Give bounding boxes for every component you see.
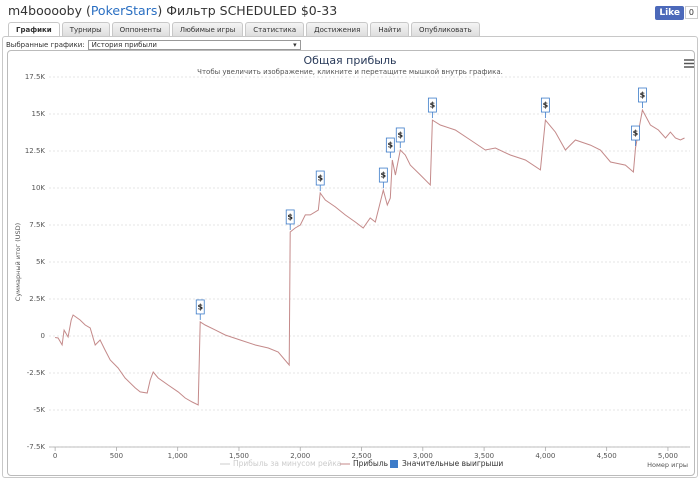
site-link[interactable]: PokerStars bbox=[90, 3, 158, 18]
legend-label: Значительные выигрыши bbox=[402, 459, 503, 468]
flag-box bbox=[395, 127, 405, 143]
x-tick-label: 2,500 bbox=[352, 452, 372, 460]
flag[interactable]: $ bbox=[638, 87, 647, 109]
header: m4booooby (PokerStars) Фильтр SCHEDULED … bbox=[8, 3, 337, 18]
selector-label: Выбранные графики: bbox=[6, 41, 85, 49]
legend-label: Прибыль за минусом рейка bbox=[233, 459, 341, 468]
flag[interactable]: $ bbox=[285, 209, 295, 230]
tab[interactable]: Достижения bbox=[306, 22, 369, 37]
flag[interactable]: $ bbox=[385, 137, 395, 159]
flag-box bbox=[285, 209, 295, 225]
flag[interactable]: $ bbox=[195, 299, 205, 320]
flag-label: $ bbox=[317, 174, 323, 183]
y-tick-label: 7.5K bbox=[29, 221, 45, 229]
y-tick-label: 2.5K bbox=[29, 295, 45, 303]
flag-label: $ bbox=[381, 171, 387, 180]
filter: ) Фильтр SCHEDULED $0-33 bbox=[157, 3, 338, 18]
flag-box bbox=[540, 97, 550, 113]
tab[interactable]: Любимые игры bbox=[171, 22, 244, 37]
flag-box bbox=[195, 299, 205, 315]
legend-label: Прибыль bbox=[353, 459, 388, 468]
arrow: ▾ bbox=[293, 41, 297, 49]
flag-label: $ bbox=[633, 129, 639, 138]
tab[interactable]: Графики bbox=[8, 22, 60, 37]
flag[interactable]: $ bbox=[631, 125, 640, 147]
tab[interactable]: Статистика bbox=[245, 22, 305, 37]
legend-item[interactable]: Значительные выигрыши bbox=[390, 459, 503, 468]
y-tick-label: -7.5K bbox=[27, 443, 46, 451]
x-tick-label: 2,000 bbox=[290, 452, 310, 460]
flag-label: $ bbox=[197, 302, 203, 311]
flag-label: $ bbox=[397, 130, 403, 139]
y-axis-title: Суммарный итог (USD) bbox=[14, 223, 22, 301]
x-tick-label: 4,500 bbox=[597, 452, 617, 460]
x-tick-label: 500 bbox=[110, 452, 123, 460]
select-value: История прибыли bbox=[91, 41, 157, 49]
legend-swatch bbox=[390, 460, 398, 468]
x-tick-label: 3,000 bbox=[413, 452, 433, 460]
x-tick-label: 1,000 bbox=[168, 452, 188, 460]
flag-label: $ bbox=[388, 141, 394, 150]
x-tick-label: 3,500 bbox=[474, 452, 494, 460]
tab[interactable]: Оппоненты bbox=[111, 22, 170, 37]
x-tick-label: 0 bbox=[53, 452, 57, 460]
y-tick-label: 12.5K bbox=[25, 147, 46, 155]
tab[interactable]: Найти bbox=[370, 22, 410, 37]
y-tick-label: 15K bbox=[32, 110, 46, 118]
flag-label: $ bbox=[543, 101, 549, 110]
flag-box bbox=[378, 167, 388, 183]
y-tick-label: -5K bbox=[33, 406, 45, 414]
flag-box bbox=[638, 87, 647, 103]
x-axis-title: Номер игры bbox=[647, 461, 688, 469]
flag-box bbox=[315, 170, 325, 186]
legend-item[interactable]: Прибыль за минусом рейка bbox=[220, 459, 341, 468]
y-tick-label: 0 bbox=[41, 332, 45, 340]
x-tick-label: 4,000 bbox=[535, 452, 555, 460]
like-button[interactable]: Like bbox=[655, 6, 684, 20]
legend-item[interactable]: Прибыль bbox=[340, 459, 388, 468]
chart-subtitle: Чтобы увеличить изображение, кликните и … bbox=[197, 68, 503, 76]
x-tick-label: 5,000 bbox=[658, 452, 678, 460]
flag[interactable]: $ bbox=[540, 97, 550, 119]
flag-box bbox=[631, 125, 640, 141]
flag[interactable]: $ bbox=[378, 167, 388, 189]
profit-line bbox=[55, 108, 685, 406]
tabs: Графики Турниры Оппоненты Любимые игры Стати… bbox=[8, 22, 480, 37]
x-tick-label: 1,500 bbox=[229, 452, 249, 460]
y-tick-label: 5K bbox=[36, 258, 45, 266]
flag-box bbox=[427, 97, 437, 113]
flag[interactable]: $ bbox=[395, 127, 405, 148]
y-tick-label: 10K bbox=[32, 184, 46, 192]
chart-title: Общая прибыль bbox=[304, 54, 397, 67]
y-tick-label: 17.5K bbox=[25, 73, 46, 81]
tab[interactable]: Турниры bbox=[61, 22, 110, 37]
selector: Выбранные графики: История прибыли ▾ bbox=[6, 40, 301, 50]
flag-label: $ bbox=[640, 91, 646, 100]
flag-box bbox=[385, 137, 395, 153]
flag-label: $ bbox=[430, 101, 436, 110]
like-count: 0 bbox=[684, 6, 698, 19]
flag[interactable]: $ bbox=[427, 97, 437, 119]
user: m4booooby ( bbox=[8, 3, 91, 18]
y-tick-label: -2.5K bbox=[27, 369, 46, 377]
tab[interactable]: Опубликовать bbox=[411, 22, 480, 37]
select[interactable]: История прибыли ▾ bbox=[87, 40, 301, 50]
flag[interactable]: $ bbox=[315, 170, 325, 192]
flag-label: $ bbox=[287, 212, 293, 221]
menu-icon[interactable] bbox=[684, 59, 694, 68]
chart-box bbox=[7, 50, 695, 476]
